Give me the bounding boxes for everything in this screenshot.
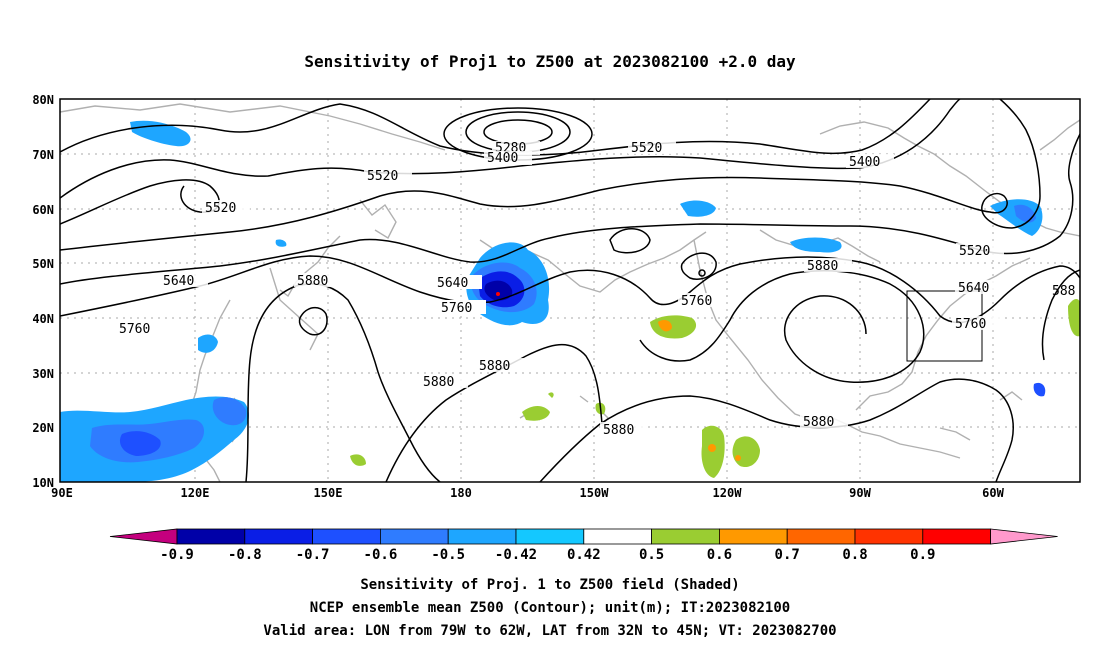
colorbar-segment (719, 528, 788, 545)
caption-line-3: Valid area: LON from 79W to 62W, LAT fro… (263, 623, 836, 639)
colorbar-segment (244, 528, 314, 545)
lat-axis: 80N 70N 60N 50N 40N 30N 20N 10N (32, 93, 54, 490)
colorbar-label: -0.5 (431, 547, 465, 563)
lat-tick-label: 70N (32, 148, 54, 162)
contour-label: 5880 (807, 259, 838, 274)
lon-tick-label: 120W (713, 486, 743, 500)
colorbar-low-arrow (109, 528, 178, 545)
colorbar-label: -0.9 (160, 547, 194, 563)
contour-label: 5640 (437, 276, 468, 291)
lat-tick-label: 60N (32, 203, 54, 217)
lat-tick-label: 80N (32, 93, 54, 107)
colorbar-segment (447, 528, 517, 545)
lon-tick-label: 90W (849, 486, 871, 500)
lat-tick-label: 20N (32, 421, 54, 435)
colorbar-label: 0.7 (775, 547, 800, 563)
contour-label: 5520 (367, 169, 398, 184)
contour-label: 5640 (163, 274, 194, 289)
contour-label: 5880 (803, 415, 834, 430)
colorbar-segment (786, 528, 856, 545)
caption-line-2: NCEP ensemble mean Z500 (Contour); unit(… (310, 600, 790, 616)
lat-tick-label: 50N (32, 257, 54, 271)
colorbar-segment (379, 528, 449, 545)
contour-label: 5640 (958, 281, 989, 296)
map-frame (59, 98, 1081, 483)
colorbar-high-arrow (990, 528, 1058, 545)
lon-tick-label: 90E (51, 486, 73, 500)
lon-tick-label: 150W (580, 486, 610, 500)
colorbar-segment (922, 528, 991, 545)
contour-label: 5880 (297, 274, 328, 289)
contour-label: 5880 (423, 375, 454, 390)
lat-tick-label: 10N (32, 476, 54, 490)
contour-label: 5760 (681, 294, 712, 309)
colorbar-label: 0.9 (910, 547, 935, 563)
map-title: Sensitivity of Proj1 to Z500 at 20230821… (304, 52, 796, 71)
colorbar-label: -0.8 (228, 547, 262, 563)
colorbar-label: 0.8 (842, 547, 867, 563)
colorbar: -0.9 -0.8 -0.7 -0.6 -0.5 -0.42 0.42 0.5 0.6 0.7 0.… (109, 528, 1058, 563)
contour-label: 5760 (119, 322, 150, 337)
contour-label: 5400 (849, 155, 880, 170)
colorbar-label: -0.7 (296, 547, 330, 563)
contour-label: 5520 (959, 244, 990, 259)
contour-label: 5520 (631, 141, 662, 156)
lat-tick-label: 30N (32, 367, 54, 381)
colorbar-segment (651, 528, 720, 545)
colorbar-label: 0.42 (567, 547, 601, 563)
colorbar-label: -0.6 (364, 547, 398, 563)
caption-line-1: Sensitivity of Proj. 1 to Z500 field (Sh… (360, 577, 739, 593)
contour-label: 5760 (441, 301, 472, 316)
colorbar-label: -0.42 (495, 547, 537, 563)
colorbar-segment (176, 528, 246, 545)
colorbar-segment (312, 528, 381, 545)
contour-label: 5760 (955, 317, 986, 332)
lat-tick-label: 40N (32, 312, 54, 326)
contour-label: 5880 (479, 359, 510, 374)
lon-axis: 90E 120E 150E 180 150W 120W 90W 60W (51, 486, 1004, 500)
lon-tick-label: 60W (982, 486, 1004, 500)
colorbar-label: 0.5 (639, 547, 664, 563)
contour-label: 5400 (487, 151, 518, 166)
contour-labels: 5280 5400 5520 5520 5400 5520 5520 5640 … (116, 140, 1075, 438)
lon-tick-label: 150E (314, 486, 343, 500)
contour-label: 5520 (205, 201, 236, 216)
colorbar-segment (515, 528, 585, 545)
colorbar-segment (583, 528, 652, 545)
contour-label: 5880 (603, 423, 634, 438)
sensitivity-shading (60, 120, 1080, 482)
lon-tick-label: 120E (181, 486, 210, 500)
colorbar-segment (854, 528, 924, 545)
colorbar-label: 0.6 (707, 547, 732, 563)
contour-label: 588 (1052, 284, 1075, 299)
lon-tick-label: 180 (450, 486, 472, 500)
map-panel: 5280 5400 5520 5520 5400 5520 5520 5640 … (32, 93, 1081, 500)
